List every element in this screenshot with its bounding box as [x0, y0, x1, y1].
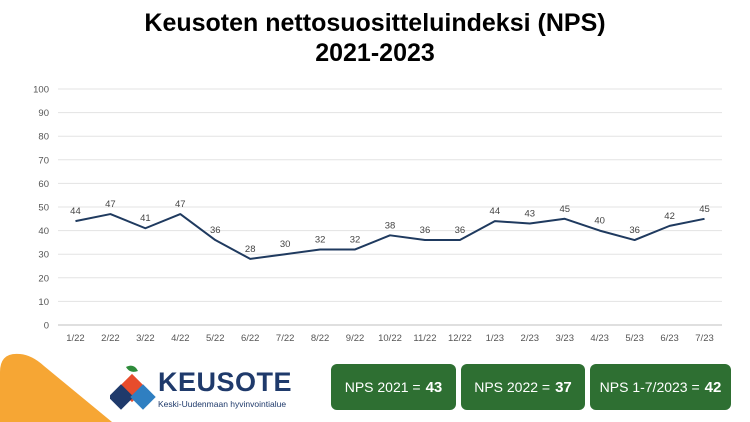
x-tick-label: 8/22 — [311, 333, 330, 344]
data-label: 45 — [699, 204, 710, 215]
data-label: 36 — [210, 225, 221, 236]
data-label: 36 — [420, 225, 431, 236]
x-tick-label: 7/22 — [276, 333, 295, 344]
x-tick-label: 4/22 — [171, 333, 190, 344]
data-label: 38 — [385, 220, 396, 231]
data-label: 41 — [140, 213, 151, 224]
x-tick-label: 6/23 — [660, 333, 679, 344]
data-label: 42 — [664, 211, 675, 222]
nps-2021-box: NPS 2021 = 43 — [331, 364, 456, 410]
y-tick-label: 90 — [38, 108, 49, 119]
nps-2023-label: NPS 1-7/2023 = — [599, 379, 700, 395]
nps-2022-label: NPS 2022 = — [474, 379, 551, 395]
data-label: 45 — [559, 204, 570, 215]
data-label: 47 — [175, 199, 186, 210]
y-tick-label: 70 — [38, 155, 49, 166]
chart-title: Keusoten nettosuositteluindeksi (NPS) 20… — [0, 8, 750, 68]
logo-wordmark: KEUSOTE — [158, 367, 293, 397]
data-label: 44 — [70, 206, 81, 217]
y-tick-label: 20 — [38, 273, 49, 284]
x-tick-label: 5/23 — [625, 333, 644, 344]
data-label: 30 — [280, 239, 291, 250]
chart-title-line2: 2021-2023 — [315, 39, 435, 67]
x-tick-label: 11/22 — [413, 333, 436, 344]
y-tick-label: 50 — [38, 203, 49, 214]
data-label: 32 — [315, 234, 326, 245]
decorative-corner-shape — [0, 353, 112, 422]
data-label: 28 — [245, 244, 256, 255]
data-label: 43 — [525, 209, 536, 220]
data-label: 47 — [105, 199, 116, 210]
nps-2021-value: 43 — [425, 378, 443, 396]
x-tick-label: 6/22 — [241, 333, 260, 344]
y-tick-label: 0 — [44, 321, 49, 332]
y-tick-label: 60 — [38, 179, 49, 190]
x-tick-label: 9/22 — [346, 333, 365, 344]
data-label: 36 — [629, 225, 640, 236]
x-tick-label: 5/22 — [206, 333, 225, 344]
x-tick-label: 2/22 — [101, 333, 120, 344]
x-tick-label: 12/22 — [448, 333, 472, 344]
x-tick-label: 2/23 — [521, 333, 540, 344]
nps-2021-label: NPS 2021 = — [344, 379, 421, 395]
data-label: 32 — [350, 234, 361, 245]
data-label: 36 — [455, 225, 466, 236]
x-tick-label: 3/22 — [136, 333, 155, 344]
logo-subtitle: Keski-Uudenmaan hyvinvointialue — [158, 399, 287, 409]
chart-title-line1: Keusoten nettosuositteluindeksi (NPS) — [144, 9, 606, 37]
keusote-logo-mark-icon — [110, 365, 156, 410]
y-tick-label: 10 — [38, 297, 49, 308]
y-tick-label: 80 — [38, 132, 49, 143]
y-tick-label: 30 — [38, 250, 49, 261]
x-tick-label: 3/23 — [555, 333, 574, 344]
x-tick-label: 10/22 — [378, 333, 402, 344]
nps-2023-box: NPS 1-7/2023 = 42 — [590, 364, 731, 410]
nps-2022-box: NPS 2022 = 37 — [461, 364, 585, 410]
nps-2022-value: 37 — [555, 378, 572, 396]
y-tick-label: 40 — [38, 226, 49, 237]
data-label: 44 — [490, 206, 501, 217]
y-tick-label: 100 — [33, 85, 49, 96]
x-tick-label: 1/22 — [66, 333, 85, 344]
x-tick-label: 1/23 — [486, 333, 505, 344]
keusote-logo: KEUSOTE Keski-Uudenmaan hyvinvointialue — [110, 364, 293, 414]
series-line — [75, 213, 705, 260]
x-tick-label: 7/23 — [695, 333, 714, 344]
data-label: 40 — [594, 216, 605, 227]
nps-2023-value: 42 — [704, 378, 722, 396]
x-tick-label: 4/23 — [590, 333, 609, 344]
